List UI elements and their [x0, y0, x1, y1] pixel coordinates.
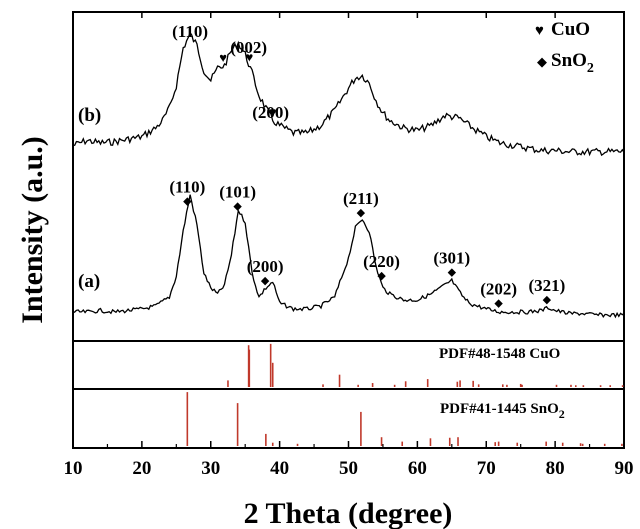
peak-marker-cuo: ♥	[219, 50, 227, 65]
x-tick-label: 10	[64, 458, 83, 479]
peak-label-b-110: (110)	[172, 22, 208, 41]
peak-label-b-200: (200)	[252, 103, 289, 122]
legend-sno2-label-sub: 2	[587, 61, 594, 76]
reference-label-cuo: PDF#48-1548 CuO	[439, 346, 560, 362]
pattern-curves	[72, 31, 625, 319]
peak-label-a-110: (110)	[169, 177, 205, 196]
legend-sno2-label: SnO2	[551, 50, 594, 76]
x-axis-title: 2 Theta (degree)	[244, 497, 453, 529]
series-line-b	[72, 31, 625, 157]
legend-sno2-marker: ◆	[537, 54, 547, 69]
peak-marker-sno2: ◆	[543, 294, 552, 306]
peak-marker-sno2: ◆	[377, 270, 386, 282]
x-tick-label: 70	[477, 458, 496, 479]
x-tick-label: 30	[201, 458, 220, 479]
peak-marker-sno2: ◆	[183, 195, 192, 207]
peak-marker-sno2: ◆	[261, 275, 270, 287]
peak-marker-sno2: ◆	[448, 267, 457, 279]
peak-annotations: (110)(002)(200)♥ ♥♥◆(110)◆(101)◆(200)◆(21…	[169, 22, 565, 310]
legend-sno2-label-main: SnO	[551, 50, 587, 71]
peak-label-a-200: (200)	[247, 257, 284, 276]
peak-marker-cuo: ♥	[245, 50, 253, 65]
peak-marker-cuo: ♥	[269, 105, 277, 120]
reference-lines	[186, 343, 624, 446]
peak-label-a-202: (202)	[480, 280, 517, 299]
series-label-b: (b)	[78, 105, 101, 126]
series-line-a	[72, 194, 625, 319]
x-axis-ticks: 10 20 30 40 50 60 70 80 90	[64, 12, 634, 479]
peak-label-a-321: (321)	[528, 276, 565, 295]
x-tick-label: 50	[339, 458, 358, 479]
legend-cuo-marker: ♥	[535, 23, 544, 39]
x-tick-label: 40	[270, 458, 289, 479]
y-axis-title: Intensity (a.u.)	[16, 136, 49, 324]
reference-label-sno2-main: PDF#41-1445 SnO	[440, 401, 559, 417]
peak-label-a-220: (220)	[363, 252, 400, 271]
peak-marker-sno2: ◆	[494, 298, 503, 310]
peak-label-b-002: (002)	[230, 38, 267, 57]
x-tick-label: 80	[546, 458, 565, 479]
peak-marker-sno2: ◆	[233, 201, 242, 213]
reference-label-sno2: PDF#41-1445 SnO2	[440, 401, 565, 421]
peak-label-a-211: (211)	[343, 189, 379, 208]
reference-panel-sno2	[72, 388, 625, 449]
x-tick-label: 60	[408, 458, 427, 479]
reference-label-sno2-sub: 2	[559, 407, 565, 421]
x-tick-label: 20	[132, 458, 151, 479]
legend-cuo-label: CuO	[551, 19, 590, 40]
peak-marker-sno2: ◆	[357, 207, 366, 219]
series-label-a: (a)	[78, 271, 100, 292]
legend: ♥ CuO ◆ SnO2	[535, 19, 594, 76]
peak-label-a-301: (301)	[433, 249, 470, 268]
x-tick-label: 90	[615, 458, 634, 479]
peak-label-a-101: (101)	[219, 183, 256, 202]
